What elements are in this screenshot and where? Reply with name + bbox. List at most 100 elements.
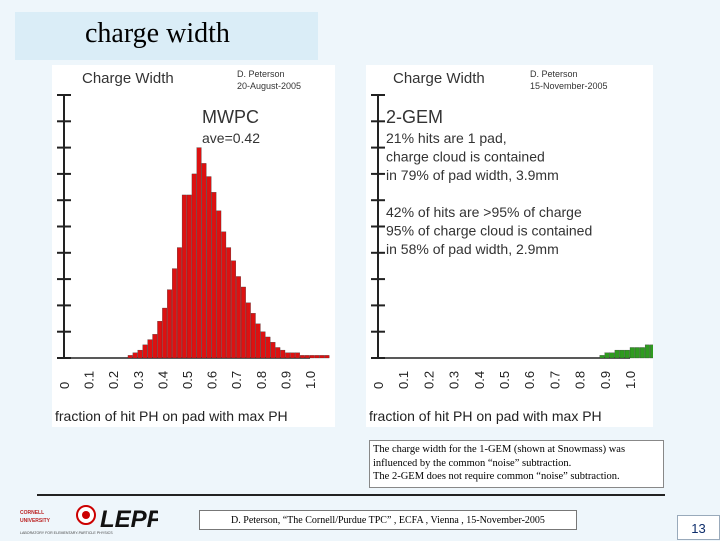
histogram-bar [162, 307, 168, 359]
histogram-bar [290, 352, 295, 359]
logo-university-line-2: UNIVERSITY [20, 518, 51, 524]
histogram-bar [245, 302, 251, 359]
histogram-bar [191, 173, 197, 359]
histogram-bar [624, 349, 630, 359]
x-tick-label: 0.7 [229, 371, 244, 389]
histogram-bar [147, 339, 153, 359]
histogram-bar [177, 247, 182, 359]
histogram-bar [221, 231, 227, 359]
chart-date: 15-November-2005 [530, 81, 608, 91]
chart-title: Charge Width [82, 70, 174, 87]
histogram-bar [609, 352, 615, 359]
histogram-bar [324, 355, 330, 359]
footer-citation: D. Peterson, “The Cornell/Purdue TPC” , … [199, 510, 577, 530]
two-gem-chart-svg: Charge Width D. Peterson 15-November-2005 0… [369, 69, 720, 424]
caption-box: The charge width for the 1-GEM (shown at… [369, 440, 664, 488]
x-tick-label: 0.4 [472, 371, 487, 389]
histogram-bar [172, 268, 177, 359]
histogram-bar [300, 355, 305, 359]
histogram-bar [236, 276, 241, 359]
x-tick-label: 0.9 [598, 371, 613, 389]
histogram-bar [309, 355, 315, 359]
x-tick-label: 0.8 [573, 371, 588, 389]
logo-lab-name: LEPP [100, 506, 158, 533]
chart-series-label: MWPC [202, 107, 259, 127]
chart-annotation: 21% hits are 1 pad, [386, 130, 507, 146]
histogram-bar [167, 289, 172, 359]
histogram-bar [639, 347, 645, 359]
histogram-bar [206, 176, 212, 359]
cornell-seal-center [82, 511, 90, 519]
x-tick-label: 0.5 [497, 371, 512, 389]
histogram-bar [137, 349, 143, 359]
histogram-bar [265, 336, 271, 359]
x-tick-label: 0.6 [522, 371, 537, 389]
histogram-bar [644, 344, 650, 359]
page-number: 13 [677, 515, 720, 540]
chart-series-label: 2-GEM [386, 107, 443, 127]
histogram-bar [127, 355, 133, 359]
chart-annotation: 95% of charge cloud is contained [386, 223, 592, 239]
histogram-bar [142, 344, 148, 359]
x-tick-label: 0 [57, 382, 72, 389]
histogram-bar [186, 194, 192, 359]
x-axis-label: fraction of hit PH on pad with max PH [369, 408, 602, 424]
x-axis-label: fraction of hit PH on pad with max PH [55, 408, 288, 424]
histogram-bar [152, 334, 158, 359]
slide-title: charge width [85, 18, 230, 49]
x-tick-label: 0.7 [547, 371, 562, 389]
x-tick-label: 0.6 [205, 371, 220, 389]
caption-line: The charge width for the 1-GEM (shown at… [373, 444, 626, 455]
chart-annotation: in 58% of pad width, 2.9mm [386, 241, 559, 257]
caption-line: The 2-GEM does not require common “noise… [373, 471, 620, 482]
mwpc-chart: Charge Width D. Peterson 20-August-2005 0 0.… [52, 65, 335, 427]
histogram-bar [295, 352, 300, 359]
chart-author: D. Peterson [237, 69, 285, 79]
x-tick-label: 0.3 [447, 371, 462, 389]
histogram-bar [231, 260, 236, 359]
histogram-bar [634, 347, 640, 359]
chart-annotation: 42% of hits are >95% of charge [386, 204, 582, 220]
x-tick-label: 0.2 [421, 371, 436, 389]
chart-annotation: in 79% of pad width, 3.9mm [386, 167, 559, 183]
histogram-bar [319, 355, 325, 359]
x-tick-label: 0.8 [254, 371, 269, 389]
footer-divider [37, 494, 665, 496]
logo-lab-subtitle: LABORATORY FOR ELEMENTARY-PARTICLE PHYSI… [20, 531, 113, 535]
histogram-bar [157, 321, 163, 359]
lepp-logo: CORNELL UNIVERSITY LEPP LABORATORY FOR E… [18, 500, 164, 536]
mwpc-chart-svg: Charge Width D. Peterson 20-August-2005 0 0.… [55, 69, 330, 424]
histogram-bar [181, 194, 187, 359]
caption-line: influenced by the common “noise” subtrac… [373, 457, 572, 469]
x-tick-label: 0 [371, 382, 386, 389]
histogram-bar [650, 344, 655, 359]
x-tick-label: 0.5 [180, 371, 195, 389]
histogram-bar [211, 192, 217, 359]
lepp-logo-svg: CORNELL UNIVERSITY LEPP LABORATORY FOR E… [20, 505, 164, 535]
histogram-bar [304, 355, 310, 359]
chart-title: Charge Width [393, 70, 485, 87]
histogram-bar [260, 331, 266, 359]
histogram-bar [599, 355, 605, 359]
chart-author: D. Peterson [530, 69, 578, 79]
histogram-bar [216, 210, 222, 359]
histogram-bar [619, 349, 625, 359]
x-tick-label: 0.3 [131, 371, 146, 389]
histogram-bar [285, 352, 291, 359]
x-tick-label: 0.1 [396, 371, 411, 389]
histogram-bar [270, 342, 276, 359]
histogram-bar [250, 313, 256, 359]
histogram-bar [201, 163, 207, 359]
logo-university-line-1: CORNELL [20, 510, 44, 516]
x-tick-label: 0.9 [278, 371, 293, 389]
histogram-bar [132, 352, 138, 359]
two-gem-chart: Charge Width D. Peterson 15-November-2005 0… [366, 65, 720, 427]
histogram-bar [629, 347, 635, 359]
histogram-bar [255, 323, 261, 359]
histogram-bar [275, 347, 281, 359]
x-tick-label: 0.2 [106, 371, 121, 389]
histogram-bar [226, 247, 232, 359]
histogram-bar [196, 147, 202, 359]
histogram-bar [314, 355, 320, 359]
histogram-bar [614, 349, 620, 359]
